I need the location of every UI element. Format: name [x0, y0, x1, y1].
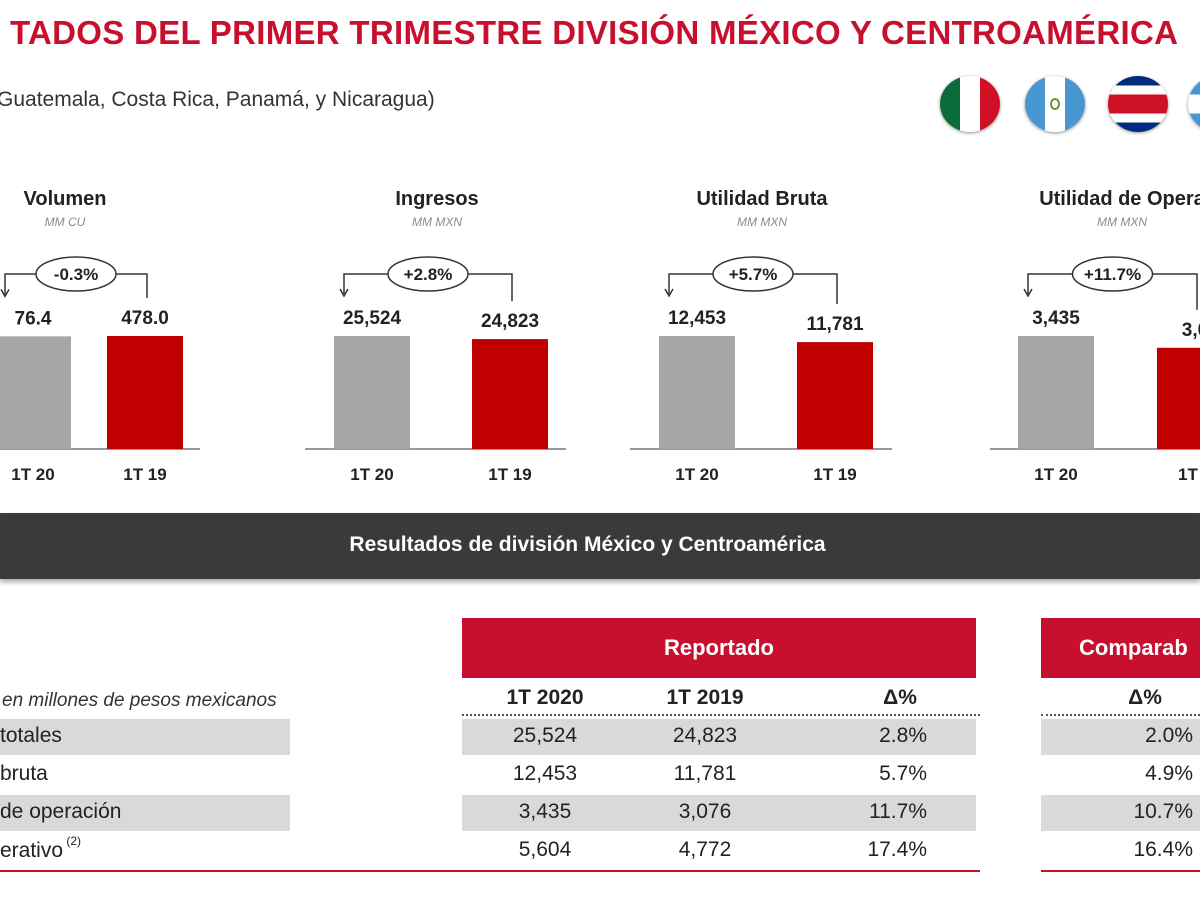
- cell-1t2020: 12,453: [512, 762, 578, 785]
- table-row-shade-reported: [462, 719, 976, 755]
- table-row-label: erativo (2): [0, 834, 82, 862]
- cell-comparable-delta: 2.0%: [1145, 724, 1193, 747]
- bar-1t20: [334, 336, 410, 449]
- bar-1t19: [472, 339, 548, 449]
- bar-1t20: [1018, 336, 1094, 449]
- cell-1t2020: 3,435: [518, 800, 572, 823]
- change-label: +2.8%: [404, 265, 453, 284]
- change-bubble: [1071, 256, 1154, 292]
- cell-1t2019: 24,823: [672, 724, 738, 747]
- change-label: +5.7%: [729, 265, 778, 284]
- table-row-shade-comparable: [1041, 795, 1200, 831]
- column-header-1t2020: 1T 2020: [506, 686, 584, 709]
- column-header-comparable-delta: Δ%: [1128, 686, 1162, 709]
- page-subtitle: Guatemala, Costa Rica, Panamá, y Nicarag…: [0, 88, 435, 111]
- category-label: 1T 20: [1034, 465, 1077, 484]
- bar-1t19: [107, 336, 183, 449]
- guatemala-flag-icon: [1025, 76, 1085, 132]
- category-label: 1T 1: [1178, 465, 1200, 484]
- chart-title: Utilidad de Opera: [1039, 188, 1200, 210]
- chart-title: Ingresos: [395, 188, 478, 210]
- cell-1t2020: 25,524: [512, 724, 578, 747]
- cell-comparable-delta: 16.4%: [1133, 838, 1193, 861]
- cell-delta: 11.7%: [869, 800, 927, 823]
- cell-1t2019: 4,772: [678, 838, 732, 861]
- costa-rica-flag-icon: [1108, 76, 1168, 132]
- results-banner: Resultados de división México y Centroam…: [0, 513, 1200, 579]
- bar-value-label: 12,453: [668, 308, 726, 329]
- change-label: -0.3%: [54, 265, 98, 284]
- bar-value-label: 3,0: [1182, 320, 1200, 341]
- results-banner-text: Resultados de división México y Centroam…: [349, 533, 826, 556]
- bar-1t19: [797, 342, 873, 449]
- change-label: +11.7%: [1084, 265, 1141, 284]
- chart-title: Utilidad Bruta: [696, 188, 828, 210]
- change-bubble: [35, 256, 117, 292]
- bar-value-label: 11,781: [806, 314, 863, 335]
- cell-delta: 5.7%: [879, 762, 927, 785]
- bar-value-label: 25,524: [343, 308, 402, 329]
- table-row-shade-reported: [462, 795, 976, 831]
- category-label: 1T 19: [813, 465, 856, 484]
- bar-value-label: 24,823: [481, 311, 539, 332]
- change-arrow: [664, 288, 674, 298]
- kpi-bar-charts: Volumen MM CU 76.4 1T 20 478.0 1T 19 -0.3% Ingr…: [0, 188, 1200, 484]
- bar-value-label: 3,435: [1032, 308, 1080, 329]
- category-label: 1T 20: [11, 465, 54, 484]
- header-divider-comparable: [1041, 714, 1200, 716]
- change-arrow: [0, 289, 10, 298]
- cell-comparable-delta: 10.7%: [1133, 800, 1193, 823]
- bar-value-label: 76.4: [15, 308, 52, 329]
- bar-1t20: [659, 336, 735, 449]
- change-bubble: [712, 256, 794, 292]
- chart-unit: MM MXN: [737, 215, 787, 229]
- column-header-delta: Δ%: [883, 686, 917, 709]
- bar-1t20: [0, 336, 71, 449]
- page-title: TADOS DEL PRIMER TRIMESTRE DIVISIÓN MÉXI…: [10, 14, 1179, 51]
- category-label: 1T 19: [488, 465, 531, 484]
- bar-value-label: 478.0: [121, 308, 169, 329]
- chart-unit: MM MXN: [412, 215, 462, 229]
- table-unit-label: en millones de pesos mexicanos: [2, 690, 277, 711]
- mexico-flag-icon: [940, 76, 1000, 132]
- change-arrow: [1023, 288, 1033, 298]
- table-row-shade-label: [0, 719, 290, 755]
- change-bubble: [387, 256, 469, 292]
- reported-header: Reportado: [462, 618, 976, 678]
- cell-delta: 17.4%: [867, 838, 927, 861]
- cell-delta: 2.8%: [879, 724, 927, 747]
- change-arrow: [339, 288, 349, 298]
- chart-unit: MM CU: [45, 215, 86, 229]
- cell-1t2019: 11,781: [673, 762, 737, 785]
- header-divider-reported: [462, 714, 980, 716]
- chart-title: Volumen: [24, 188, 107, 210]
- category-label: 1T 20: [675, 465, 718, 484]
- column-header-1t2019: 1T 2019: [666, 686, 744, 709]
- cell-1t2020: 5,604: [518, 838, 572, 861]
- chart-unit: MM MXN: [1097, 215, 1147, 229]
- table-bottom-rule: [0, 870, 980, 872]
- bar-1t19: [1157, 347, 1200, 449]
- category-label: 1T 19: [123, 465, 166, 484]
- table-row-shade-label: [0, 795, 290, 831]
- cell-comparable-delta: 4.9%: [1145, 762, 1193, 785]
- comparable-header: Comparab: [1041, 618, 1200, 678]
- table-row-label: bruta: [0, 762, 48, 785]
- category-label: 1T 20: [350, 465, 393, 484]
- table-bottom-rule-comparable: [1041, 870, 1200, 872]
- table-row-label: de operación: [0, 800, 122, 823]
- table-row-shade-comparable: [1041, 719, 1200, 755]
- table-row-label: totales: [0, 724, 62, 747]
- cell-1t2019: 3,076: [678, 800, 732, 823]
- footnote-marker: (2): [63, 834, 82, 848]
